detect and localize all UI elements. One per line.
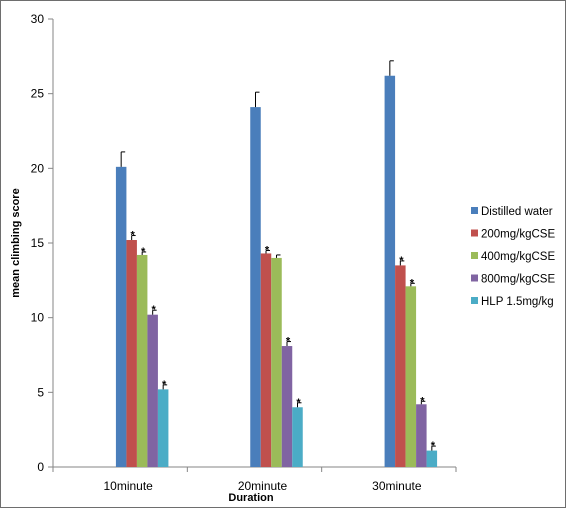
bar (250, 107, 261, 468)
bar (157, 389, 169, 467)
x-tick-label: 10minute (103, 479, 153, 493)
significance-marker: * (286, 336, 291, 348)
significance-marker: * (420, 395, 425, 407)
legend-label: Distilled water (481, 206, 553, 218)
y-tick-label: 20 (31, 161, 45, 175)
bar (292, 407, 303, 467)
x-axis-title: Duration (228, 492, 274, 504)
significance-marker: * (399, 255, 404, 267)
legend-swatch (471, 297, 478, 304)
bar (260, 253, 272, 467)
y-tick-label: 5 (37, 385, 44, 399)
legend: Distilled water 200mg/kgCSE 400mg/kgCSE 800… (471, 206, 555, 308)
x-tick-label: 30minute (372, 479, 422, 493)
bar (136, 254, 148, 467)
bar (126, 240, 137, 467)
bars: * * * * * * * * * * * (115, 60, 438, 468)
bar (405, 286, 417, 467)
bar (426, 450, 438, 467)
legend-swatch (471, 229, 478, 237)
legend-label: 200mg/kgCSE (481, 229, 555, 241)
significance-marker: * (296, 397, 301, 409)
significance-marker: * (265, 244, 270, 256)
bar (115, 166, 127, 467)
bar (147, 314, 158, 467)
bar (395, 265, 406, 467)
legend-label: HLP 1.5mg/kg (481, 296, 554, 308)
bar (384, 75, 396, 467)
significance-marker: * (162, 379, 167, 391)
significance-marker: * (141, 246, 146, 258)
bar (271, 257, 282, 467)
significance-marker: * (410, 277, 415, 289)
axes: 0 5 10 15 20 25 30 10minute 20minute 30minute (31, 12, 457, 493)
x-tick-label: 20minute (238, 479, 288, 493)
y-tick-label: 15 (31, 236, 45, 250)
significance-marker: * (431, 440, 436, 452)
legend-swatch (471, 274, 478, 282)
y-tick-label: 0 (37, 460, 44, 474)
legend-swatch (471, 252, 478, 259)
y-axis-title: mean climbing score (10, 188, 22, 297)
bar (416, 404, 427, 467)
legend-label: 800mg/kgCSE (481, 274, 555, 286)
y-tick-label: 10 (31, 311, 45, 325)
y-tick-label: 30 (31, 12, 45, 26)
bar (281, 346, 293, 467)
legend-label: 400mg/kgCSE (481, 251, 555, 263)
significance-marker: * (131, 230, 136, 242)
y-tick-label: 25 (31, 87, 45, 101)
legend-swatch (471, 207, 478, 214)
significance-marker: * (152, 304, 157, 316)
